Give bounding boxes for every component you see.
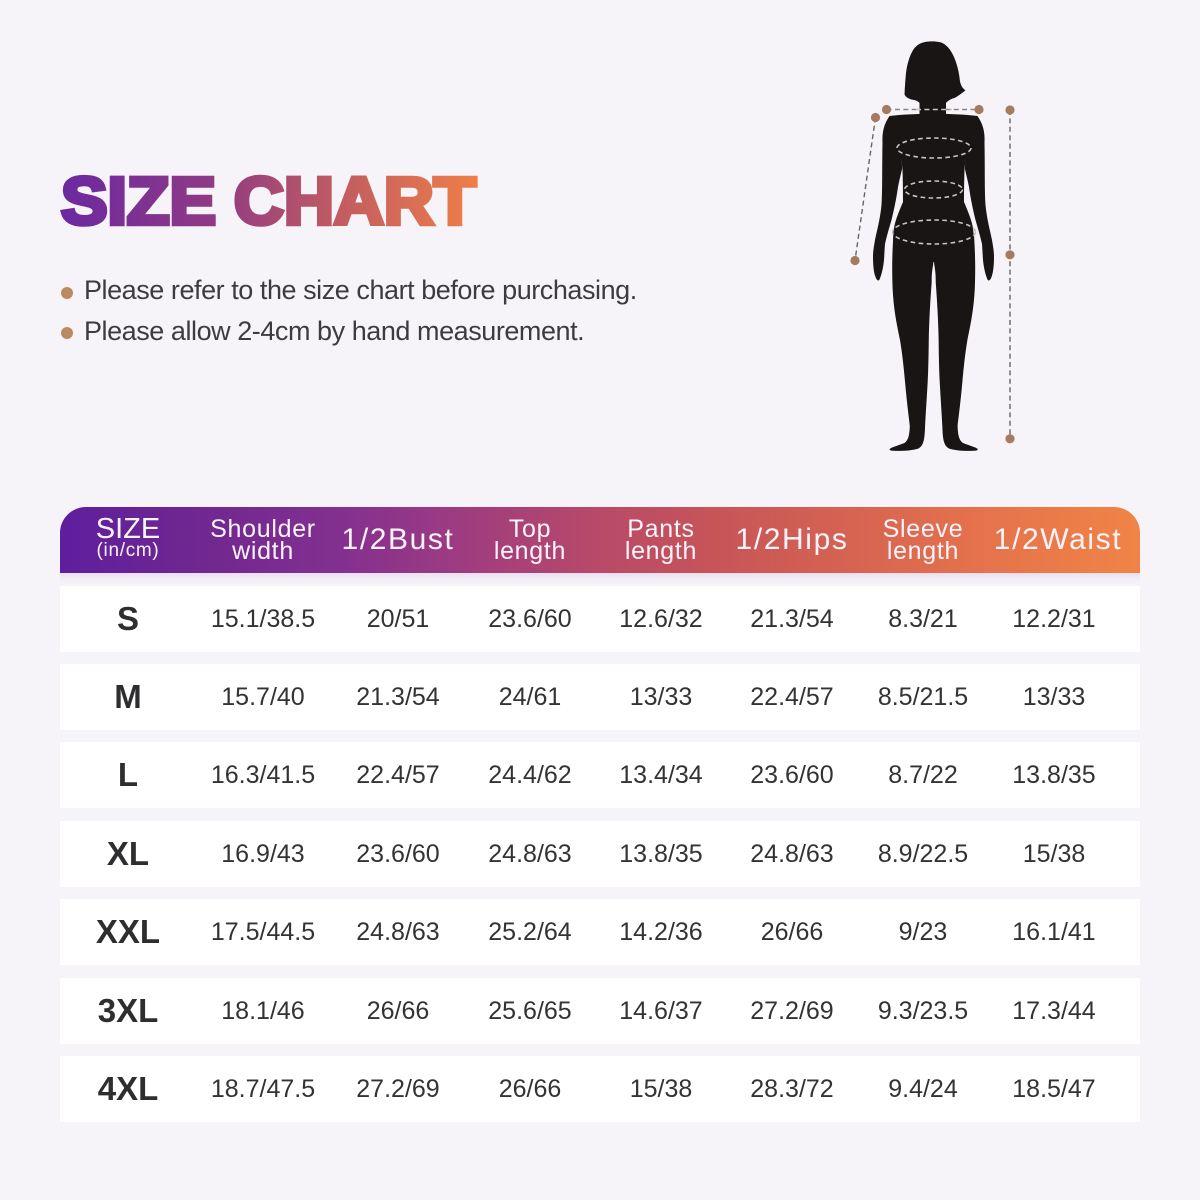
- svg-text:SIZE: SIZE: [61, 165, 216, 239]
- svg-text:CHART: CHART: [234, 165, 476, 239]
